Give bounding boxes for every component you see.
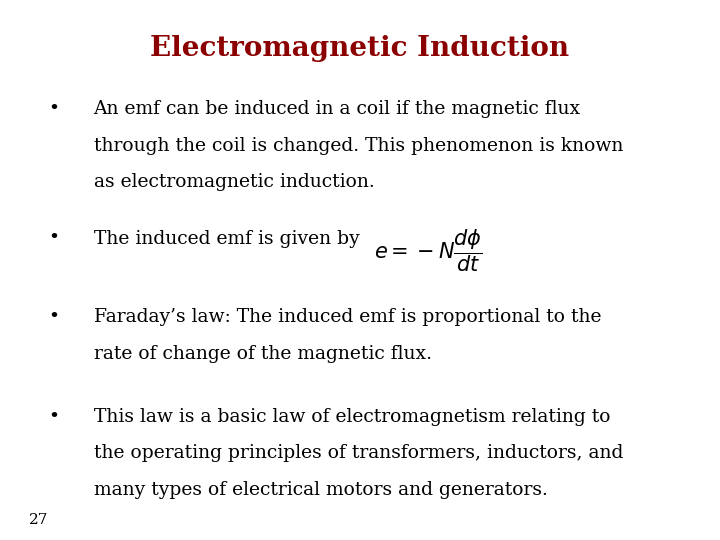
Text: •: •	[48, 308, 60, 326]
Text: 27: 27	[29, 512, 48, 526]
Text: •: •	[48, 100, 60, 118]
Text: as electromagnetic induction.: as electromagnetic induction.	[94, 173, 374, 191]
Text: An emf can be induced in a coil if the magnetic flux: An emf can be induced in a coil if the m…	[94, 100, 581, 118]
Text: the operating principles of transformers, inductors, and: the operating principles of transformers…	[94, 444, 623, 462]
Text: $e = -N\dfrac{d\phi}{dt}$: $e = -N\dfrac{d\phi}{dt}$	[374, 228, 483, 274]
Text: many types of electrical motors and generators.: many types of electrical motors and gene…	[94, 481, 547, 499]
Text: •: •	[48, 408, 60, 426]
Text: Electromagnetic Induction: Electromagnetic Induction	[150, 35, 570, 62]
Text: rate of change of the magnetic flux.: rate of change of the magnetic flux.	[94, 345, 431, 362]
Text: Faraday’s law: The induced emf is proportional to the: Faraday’s law: The induced emf is propor…	[94, 308, 601, 326]
Text: The induced emf is given by: The induced emf is given by	[94, 230, 359, 247]
Text: through the coil is changed. This phenomenon is known: through the coil is changed. This phenom…	[94, 137, 623, 154]
Text: •: •	[48, 230, 60, 247]
Text: This law is a basic law of electromagnetism relating to: This law is a basic law of electromagnet…	[94, 408, 610, 426]
